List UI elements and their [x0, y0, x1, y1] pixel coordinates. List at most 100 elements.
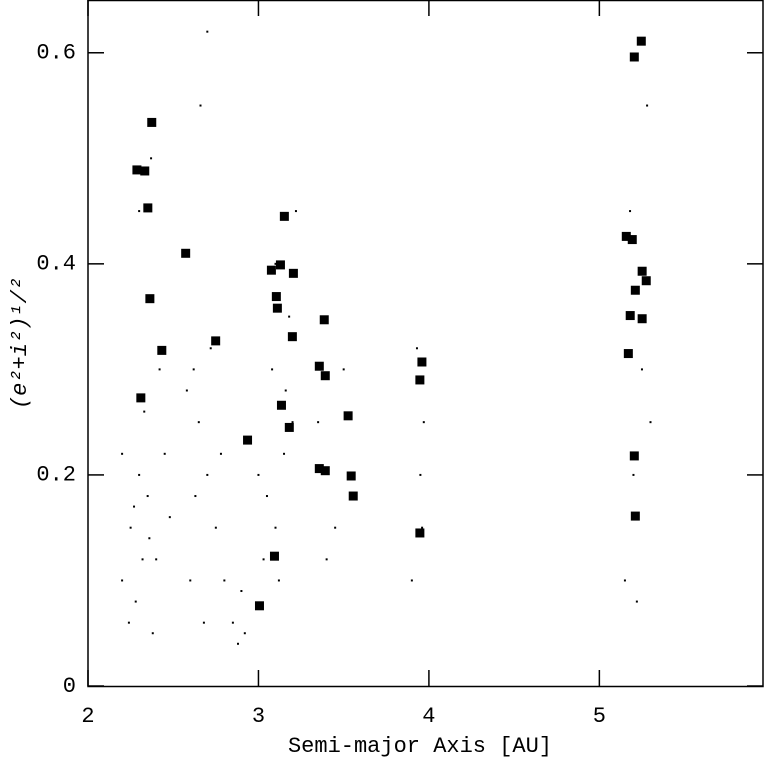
point-square	[348, 491, 358, 501]
point-dot	[623, 579, 626, 582]
point-dot	[148, 537, 151, 540]
point-dot	[197, 421, 200, 424]
x-axis-label: Semi-major Axis [AU]	[288, 734, 552, 759]
point-dot	[419, 473, 422, 476]
point-dot	[129, 526, 132, 529]
point-dot	[121, 452, 124, 455]
point-dot	[206, 473, 209, 476]
point-square	[629, 52, 639, 62]
point-dot	[133, 505, 136, 508]
point-dot	[283, 452, 286, 455]
point-square	[320, 371, 330, 381]
point-square	[140, 166, 150, 176]
y-tick-label: 0.2	[36, 463, 76, 488]
point-dot	[202, 621, 205, 624]
point-dot	[158, 368, 161, 371]
point-dot	[150, 157, 153, 160]
point-dot	[231, 621, 234, 624]
point-dot	[243, 632, 246, 635]
point-dot	[646, 104, 649, 107]
point-dot	[635, 600, 638, 603]
point-dot	[317, 421, 320, 424]
point-dot	[168, 516, 171, 519]
point-square	[319, 315, 329, 325]
point-dot	[223, 579, 226, 582]
point-dot	[342, 368, 345, 371]
y-tick-label: 0	[63, 674, 76, 699]
point-dot	[257, 473, 260, 476]
point-square	[271, 292, 281, 302]
point-square	[417, 357, 427, 367]
point-dot	[415, 347, 418, 350]
point-dot	[284, 389, 287, 392]
point-dot	[199, 104, 202, 107]
point-square	[254, 601, 264, 611]
point-dot	[192, 368, 195, 371]
point-dot	[291, 421, 294, 424]
point-square	[314, 464, 324, 474]
point-dot	[141, 558, 144, 561]
point-square	[314, 361, 324, 371]
point-square	[276, 400, 286, 410]
point-dot	[649, 421, 652, 424]
point-square	[641, 276, 651, 286]
point-dot	[265, 495, 268, 498]
point-dot	[163, 452, 166, 455]
point-dot	[138, 473, 141, 476]
point-square	[637, 314, 647, 324]
point-dot	[274, 526, 277, 529]
x-tick-label: 2	[81, 704, 94, 729]
point-square	[136, 393, 146, 403]
point-square	[284, 422, 294, 432]
point-square	[630, 511, 640, 521]
point-square	[181, 248, 191, 258]
point-dot	[127, 621, 130, 624]
x-tick-label: 4	[422, 704, 435, 729]
x-tick-label: 3	[252, 704, 265, 729]
point-dot	[240, 590, 243, 593]
point-dot	[271, 368, 274, 371]
point-square	[625, 311, 635, 321]
point-dot	[134, 600, 137, 603]
point-dot	[274, 262, 277, 265]
point-square	[275, 260, 285, 270]
point-square	[157, 345, 167, 355]
point-square	[415, 528, 425, 538]
point-dot	[206, 30, 209, 33]
point-square	[287, 332, 297, 342]
point-dot	[640, 368, 643, 371]
point-dot	[138, 210, 141, 213]
point-square	[279, 211, 289, 221]
point-square	[343, 411, 353, 421]
point-dot	[146, 495, 149, 498]
point-square	[243, 435, 253, 445]
point-dot	[219, 452, 222, 455]
point-dot	[151, 632, 154, 635]
point-dot	[189, 579, 192, 582]
x-tick-label: 5	[593, 704, 606, 729]
point-square	[147, 117, 157, 127]
y-tick-label: 0.6	[36, 41, 76, 66]
point-square	[415, 375, 425, 385]
point-square	[143, 203, 153, 213]
point-dot	[632, 473, 635, 476]
point-dot	[294, 210, 297, 213]
point-square	[629, 451, 639, 461]
point-square	[272, 303, 282, 313]
point-square	[621, 231, 631, 241]
point-dot	[421, 526, 424, 529]
point-dot	[325, 558, 328, 561]
point-dot	[121, 579, 124, 582]
point-dot	[155, 558, 158, 561]
point-dot	[629, 210, 632, 213]
point-square	[627, 235, 637, 245]
point-square	[637, 266, 647, 276]
point-dot	[237, 642, 239, 645]
point-square	[320, 466, 330, 476]
point-square	[630, 285, 640, 295]
point-dot	[185, 389, 188, 392]
point-square	[211, 336, 221, 346]
point-dot	[277, 579, 280, 582]
point-dot	[288, 315, 291, 318]
